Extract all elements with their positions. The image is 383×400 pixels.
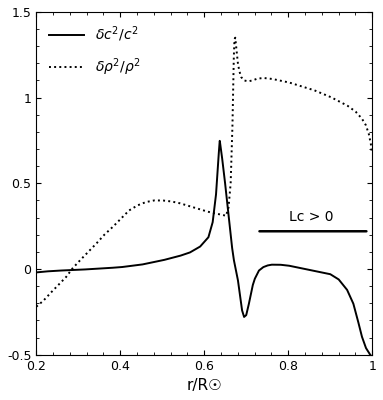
$\delta\rho^2/\rho^2$ bbox=[163, 198, 167, 203]
$\delta\rho^2/\rho^2$ bbox=[369, 150, 374, 155]
Line: $\delta\rho^2/\rho^2$: $\delta\rho^2/\rho^2$ bbox=[36, 38, 372, 307]
Text: Lc > 0: Lc > 0 bbox=[289, 210, 334, 224]
$\delta\rho^2/\rho^2$ bbox=[92, 243, 97, 248]
$\delta\rho^2/\rho^2$ bbox=[34, 304, 39, 309]
$\delta\rho^2/\rho^2$ bbox=[327, 94, 331, 99]
$\delta\rho^2/\rho^2$ bbox=[72, 264, 77, 268]
X-axis label: r/R☉: r/R☉ bbox=[187, 378, 222, 393]
$\delta c^2/c^2$ bbox=[177, 254, 182, 258]
Legend: $\delta c^2/c^2$, $\delta\rho^2/\rho^2$: $\delta c^2/c^2$, $\delta\rho^2/\rho^2$ bbox=[43, 19, 146, 84]
$\delta c^2/c^2$ bbox=[369, 354, 374, 359]
$\delta c^2/c^2$ bbox=[218, 138, 222, 143]
$\delta c^2/c^2$ bbox=[72, 268, 77, 272]
$\delta c^2/c^2$ bbox=[363, 344, 368, 348]
$\delta\rho^2/\rho^2$ bbox=[177, 201, 182, 206]
$\delta c^2/c^2$ bbox=[327, 272, 331, 276]
$\delta c^2/c^2$ bbox=[34, 270, 39, 275]
Line: $\delta c^2/c^2$: $\delta c^2/c^2$ bbox=[36, 141, 372, 356]
$\delta c^2/c^2$ bbox=[163, 257, 167, 262]
$\delta\rho^2/\rho^2$ bbox=[363, 122, 368, 126]
$\delta\rho^2/\rho^2$ bbox=[233, 35, 237, 40]
$\delta c^2/c^2$ bbox=[92, 266, 97, 271]
